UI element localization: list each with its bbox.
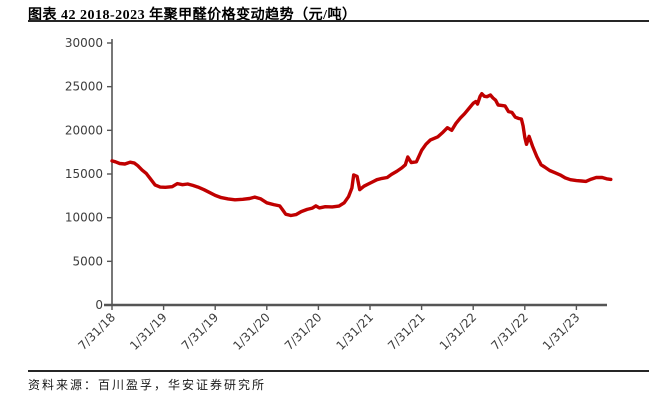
footer-topline xyxy=(28,370,649,372)
y-tick-label: 0 xyxy=(95,298,103,312)
x-tick-label: 1/31/19 xyxy=(127,310,170,353)
x-tick-label: 7/31/19 xyxy=(179,310,222,353)
y-tick-label: 5000 xyxy=(72,254,103,268)
y-tick-label: 25000 xyxy=(65,80,103,94)
source-note: 资料来源：百川盈孚，华安证券研究所 xyxy=(28,378,267,392)
x-tick-label: 1/31/21 xyxy=(334,310,377,353)
x-tick-label: 1/31/23 xyxy=(540,310,583,353)
x-tick-label: 7/31/18 xyxy=(76,310,119,353)
figure-title: 图表 42 2018-2023 年聚甲醛价格变动趋势（元/吨） xyxy=(28,8,357,23)
x-tick-label: 7/31/22 xyxy=(488,310,531,353)
x-tick-label: 7/31/21 xyxy=(385,310,428,353)
title-underline xyxy=(28,20,649,22)
y-tick-label: 15000 xyxy=(65,167,103,181)
y-tick-label: 10000 xyxy=(65,211,103,225)
x-tick-label: 1/31/22 xyxy=(437,310,480,353)
y-tick-label: 30000 xyxy=(65,36,103,50)
x-tick-label: 1/31/20 xyxy=(230,310,273,353)
x-tick-label: 7/31/20 xyxy=(282,310,325,353)
price-line xyxy=(110,92,613,218)
y-tick-label: 20000 xyxy=(65,123,103,137)
